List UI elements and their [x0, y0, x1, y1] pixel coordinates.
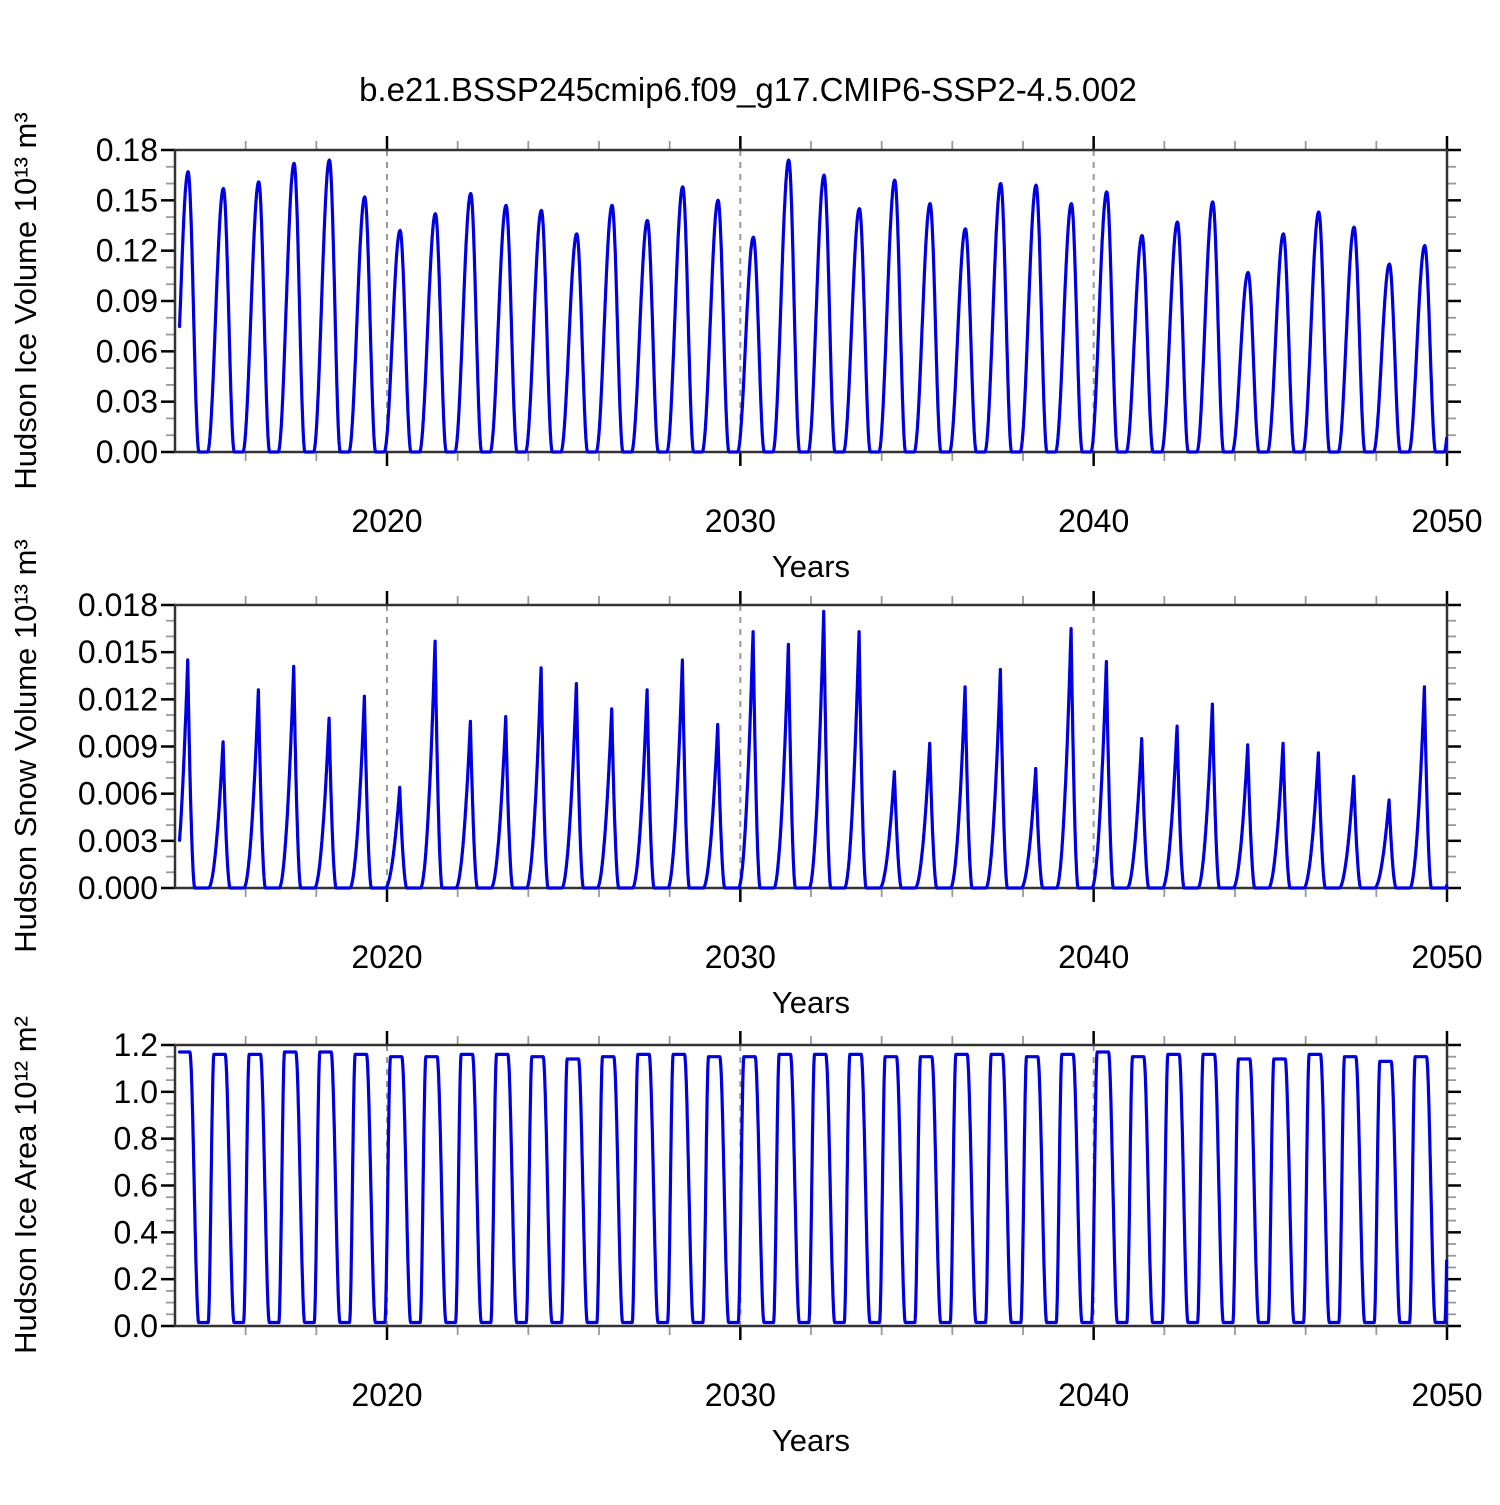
y-tick-label: 0.03: [96, 384, 158, 420]
series-line-ice-area: [178, 1050, 1449, 1325]
y-tick-label: 0.8: [114, 1121, 158, 1157]
y-tick-label: 0.009: [78, 729, 158, 765]
panel-snow-volume: Hudson Snow Volume 10¹³ m³ Years 2020 203…: [8, 539, 1483, 1020]
x-axis-label-ice-volume: Years: [772, 549, 850, 584]
x-axis-label-snow-volume: Years: [772, 985, 850, 1020]
y-tick-label: 0.15: [96, 182, 158, 218]
y-tick-label: 0.003: [78, 823, 158, 859]
x-tick-label: 2050: [1411, 1377, 1482, 1413]
y-tick-label: 1.0: [114, 1074, 158, 1110]
y-tick-label: 0.2: [114, 1261, 158, 1297]
x-tick-label: 2030: [705, 1377, 776, 1413]
y-tick-label: 0.006: [78, 776, 158, 812]
series-line-snow-volume: [178, 609, 1449, 890]
x-tick-label: 2050: [1411, 939, 1482, 975]
plot-title: b.e21.BSSP245cmip6.f09_g17.CMIP6-SSP2-4.…: [359, 71, 1137, 108]
x-tick-label: 2040: [1058, 1377, 1129, 1413]
y-tick-label: 0.6: [114, 1168, 158, 1204]
y-tick-label: 0.0: [114, 1308, 158, 1344]
y-tick-label: 0.00: [96, 434, 158, 470]
x-tick-label: 2020: [351, 1377, 422, 1413]
y-axis-title-snow-volume: Hudson Snow Volume 10¹³ m³: [8, 539, 43, 953]
panel-ice-volume: Hudson Ice Volume 10¹³ m³ Years 2020 2030…: [8, 112, 1483, 584]
y-tick-label: 0.12: [96, 233, 158, 269]
y-tick-label: 0.4: [114, 1214, 158, 1250]
x-tick-label: 2030: [705, 503, 776, 539]
x-tick-label: 2020: [351, 939, 422, 975]
y-tick-label: 0.012: [78, 681, 158, 717]
x-tick-label: 2020: [351, 503, 422, 539]
y-tick-label: 0.06: [96, 333, 158, 369]
panel-ice-area: Hudson Ice Area 10¹² m² Years 2020 2030 20…: [8, 1016, 1483, 1458]
panel-frame: [173, 148, 1449, 454]
x-tick-label: 2040: [1058, 503, 1129, 539]
y-axis-title-ice-volume: Hudson Ice Volume 10¹³ m³: [8, 112, 43, 489]
y-tick-label: 0.000: [78, 870, 158, 906]
y-axis-title-ice-area: Hudson Ice Area 10¹² m²: [8, 1016, 43, 1354]
y-tick-label: 0.09: [96, 283, 158, 319]
y-tick-label: 0.015: [78, 634, 158, 670]
y-tick-label: 1.2: [114, 1027, 158, 1063]
x-tick-label: 2050: [1411, 503, 1482, 539]
panel-frame: [173, 1043, 1449, 1328]
y-tick-label: 0.18: [96, 132, 158, 168]
x-axis-label-ice-area: Years: [772, 1423, 850, 1458]
y-tick-label: 0.018: [78, 587, 158, 623]
series-line-ice-volume: [178, 158, 1449, 454]
x-tick-label: 2030: [705, 939, 776, 975]
x-tick-label: 2040: [1058, 939, 1129, 975]
